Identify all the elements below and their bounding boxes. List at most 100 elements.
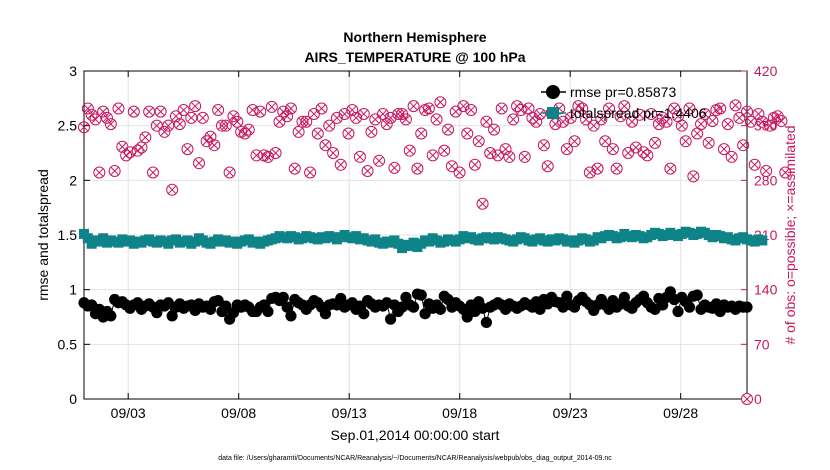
obs-assimilated-marker [172,112,180,121]
rmse-point [683,301,696,313]
obs-possible-marker [242,123,255,136]
obs-count-point [104,118,117,131]
obs-possible-marker [146,166,159,179]
obs-count-point [633,108,646,121]
obs-possible-marker [169,110,182,123]
obs-count-point [304,166,317,179]
obs-possible-marker [265,100,278,113]
obs-count-point [166,183,179,196]
obs-count-point [744,115,757,128]
obs-assimilated-marker [210,141,219,150]
obs-assimilated-marker [398,109,407,118]
obs-assimilated-marker [114,104,123,113]
obs-possible-marker [361,164,374,177]
obs-possible-marker [281,110,294,123]
obs-assimilated-marker [244,125,253,134]
obs-count-point [507,113,520,126]
obs-count-point [748,158,761,171]
obs-possible-marker [231,115,244,128]
obs-assimilated-marker [260,151,269,160]
obs-count-point [269,147,282,159]
obs-possible-marker [422,102,435,115]
obs-possible-marker [380,118,393,131]
obs-assimilated-marker [267,102,276,111]
obs-possible-marker [81,102,94,115]
obs-count-point [139,131,152,144]
obs-assimilated-marker [394,109,403,118]
obs-possible-marker [480,115,493,128]
obs-count-point [342,127,355,140]
obs-count-point [599,135,612,148]
obs-possible-marker [357,107,370,120]
obs-possible-marker [315,102,328,115]
obs-assimilated-marker [432,115,441,124]
y-axis-left: 0 0.5 1 1.5 2 2.5 3 [58,63,90,407]
obs-assimilated-marker [348,106,357,115]
obs-possible-marker [468,158,481,171]
obs-count-point [495,102,508,115]
chart-title: Northern Hemisphere [343,29,486,45]
obs-assimilated-marker [80,123,88,132]
obs-assimilated-marker [179,106,188,115]
obs-possible-marker [434,96,447,109]
y-tick-label-left: 3 [69,63,77,79]
obs-possible-marker [93,166,106,179]
obs-count-point [415,127,428,140]
obs-assimilated-marker [536,109,545,118]
obs-possible-marker [737,139,750,152]
obs-possible-marker [158,125,171,138]
obs-possible-marker [189,100,202,113]
obs-assimilated-marker [447,162,456,171]
obs-possible-marker [319,139,332,152]
obs-count-point [154,105,167,118]
obs-assimilated-marker [635,110,644,119]
obs-possible-marker [166,183,179,196]
obs-count-point [284,102,297,115]
obs-possible-marker [162,119,175,132]
obs-assimilated-marker [206,132,215,141]
obs-assimilated-marker [754,109,763,118]
y-axis-left-label: rmse and totalspread [35,169,51,301]
obs-count-point [576,102,589,115]
obs-count-point [568,135,581,148]
obs-count-point [683,102,696,115]
obs-count-point [231,115,244,128]
obs-possible-marker [442,123,455,136]
obs-count-point [158,125,171,138]
obs-possible-marker [461,127,474,140]
x-tick-label: 09/23 [553,405,588,421]
obs-count-point [626,115,639,128]
obs-possible-marker [284,102,297,115]
rmse-point [358,308,370,320]
obs-assimilated-marker [539,141,548,150]
y-tick-label-right: 140 [754,282,778,298]
footer-data-file: data file: /Users/gharamti/Documents/NCA… [218,455,612,462]
obs-assimilated-marker [490,125,499,134]
obs-assimilated-marker [444,125,453,134]
obs-possible-marker [403,144,416,157]
obs-count-point [334,158,347,171]
obs-possible-marker [580,113,593,126]
obs-possible-marker [637,146,650,159]
obs-possible-marker [518,150,531,163]
obs-count-point [112,102,125,115]
obs-count-point [587,119,600,132]
obs-assimilated-marker [329,149,338,157]
obs-assimilated-marker [202,137,211,146]
obs-possible-marker [698,107,711,120]
totalspread-point [757,235,768,246]
obs-possible-marker [108,164,121,177]
obs-assimilated-marker [405,146,414,155]
x-tick-label: 09/03 [111,405,146,421]
obs-possible-marker [499,143,512,156]
obs-count-point [327,147,340,159]
obs-assimilated-marker [470,160,479,169]
obs-count-point [687,170,700,183]
rmse-series [78,286,753,329]
obs-possible-marker [614,110,627,123]
obs-possible-marker [415,127,428,140]
obs-count-point [81,102,94,115]
obs-count-point [560,143,573,156]
obs-count-point [537,139,550,152]
